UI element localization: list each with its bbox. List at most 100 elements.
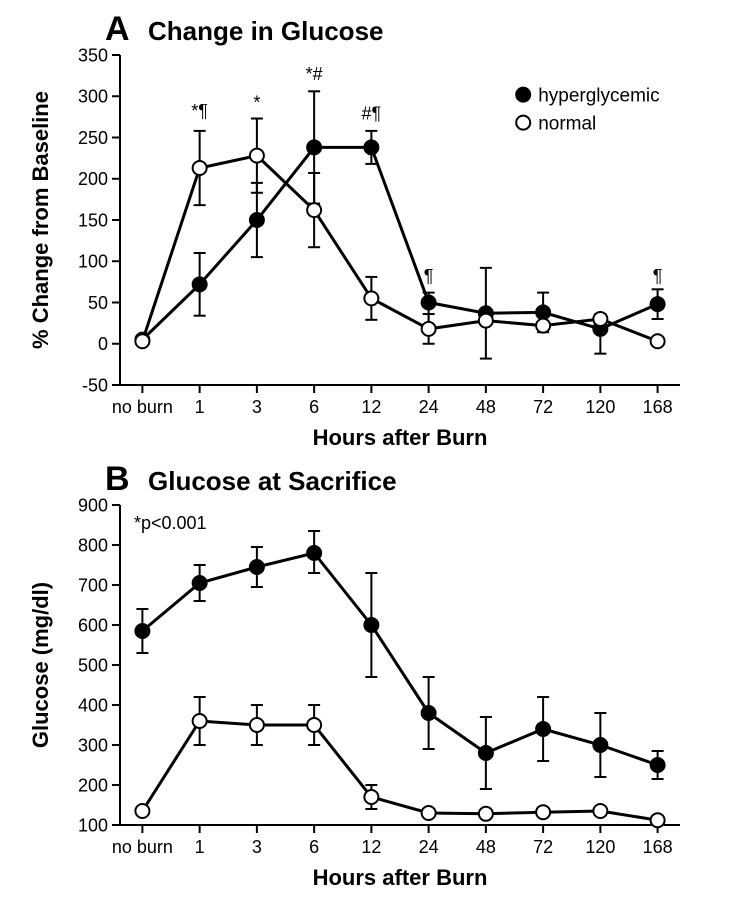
- panel-a-ytick-label: 350: [78, 45, 108, 65]
- panel-b-ytick-label: 700: [78, 575, 108, 595]
- panel-a-annotation: ¶: [424, 266, 434, 286]
- panel-a-xtick-label: 48: [476, 397, 496, 417]
- panel-a-legend-label-hyperglycemic: hyperglycemic: [538, 85, 659, 106]
- panel-b-ylabel: Glucose (mg/dl): [28, 582, 53, 748]
- panel-b-marker-normal: [593, 804, 607, 818]
- panel-b-marker-normal: [135, 804, 149, 818]
- panel-a-marker-hyperglycemic: [250, 213, 264, 227]
- panel-b-marker-normal: [364, 790, 378, 804]
- panel-a-marker-hyperglycemic: [193, 277, 207, 291]
- panel-b-marker-normal: [193, 714, 207, 728]
- panel-a-marker-normal: [536, 319, 550, 333]
- panel-a-annotation: *: [253, 93, 260, 113]
- panel-a-xtick-label: 3: [252, 397, 262, 417]
- panel-b-line-normal: [142, 721, 657, 820]
- panel-a-xtick-label: 24: [419, 397, 439, 417]
- panel-a: A Change in Glucose -50 0 50 100 150 200 250 300 3…: [28, 10, 680, 450]
- panel-b-marker-hyperglycemic: [593, 738, 607, 752]
- panel-b-marker-normal: [250, 718, 264, 732]
- panel-b-ytick-label: 200: [78, 775, 108, 795]
- panel-b-xtick-label: 6: [309, 837, 319, 857]
- panel-a-ytick-label: 50: [88, 293, 108, 313]
- panel-b-ytick-label: 800: [78, 535, 108, 555]
- panel-b-marker-normal: [307, 718, 321, 732]
- figure-container: A Change in Glucose -50 0 50 100 150 200 250 300 3…: [0, 0, 742, 897]
- panel-b-marker-hyperglycemic: [479, 746, 493, 760]
- panel-b-xlabel: Hours after Burn: [313, 865, 488, 890]
- panel-b-letter: B: [105, 460, 130, 498]
- panel-a-annotation: *¶: [191, 101, 208, 121]
- panel-a-marker-hyperglycemic: [422, 296, 436, 310]
- panel-a-marker-normal: [593, 312, 607, 326]
- panel-a-xtick-label: no burn: [112, 397, 173, 417]
- panel-a-marker-hyperglycemic: [536, 305, 550, 319]
- panel-a-xtick-label: 168: [643, 397, 673, 417]
- panel-a-marker-normal: [364, 291, 378, 305]
- panel-b-marker-normal: [422, 806, 436, 820]
- panel-b-marker-hyperglycemic: [135, 624, 149, 638]
- panel-b-marker-normal: [536, 805, 550, 819]
- panel-b-ytick-label: 300: [78, 735, 108, 755]
- panel-a-annotation: ¶: [653, 266, 663, 286]
- panel-b-marker-normal: [651, 813, 665, 827]
- panel-a-marker-normal: [250, 149, 264, 163]
- panel-a-ytick-label: 0: [98, 334, 108, 354]
- panel-b-xtick-label: 3: [252, 837, 262, 857]
- panel-a-xtick-label: 6: [309, 397, 319, 417]
- panel-a-ytick-label: 100: [78, 252, 108, 272]
- panel-a-marker-normal: [479, 314, 493, 328]
- panel-a-letter: A: [105, 10, 130, 48]
- panel-a-xtick-label: 1: [195, 397, 205, 417]
- panel-b-marker-hyperglycemic: [536, 722, 550, 736]
- panel-a-marker-normal: [193, 161, 207, 175]
- panel-a-title: Change in Glucose: [148, 16, 384, 46]
- panel-a-legend-label-normal: normal: [538, 113, 596, 134]
- panel-b-pnote: *p<0.001: [134, 513, 207, 533]
- panel-a-marker-normal: [422, 322, 436, 336]
- panel-a-annotation: #¶: [362, 103, 382, 123]
- panel-a-legend-marker-hyperglycemic: [516, 88, 530, 102]
- panel-a-marker-normal: [651, 334, 665, 348]
- panel-b: B Glucose at Sacrifice *p<0.001 100 200 300 40…: [28, 460, 680, 890]
- panel-a-marker-normal: [307, 203, 321, 217]
- panel-b-marker-hyperglycemic: [364, 618, 378, 632]
- panel-b-ytick-label: 600: [78, 615, 108, 635]
- figure-svg: A Change in Glucose -50 0 50 100 150 200 250 300 3…: [0, 0, 742, 897]
- panel-b-marker-hyperglycemic: [307, 546, 321, 560]
- panel-a-ytick-label: -50: [82, 375, 108, 395]
- panel-a-xtick-label: 120: [585, 397, 615, 417]
- panel-b-line-hyperglycemic: [142, 553, 657, 765]
- panel-b-marker-hyperglycemic: [250, 560, 264, 574]
- panel-a-legend-marker-normal: [516, 116, 530, 130]
- panel-a-ytick-label: 250: [78, 128, 108, 148]
- panel-b-xtick-label: 72: [533, 837, 553, 857]
- panel-a-xtick-label: 72: [533, 397, 553, 417]
- panel-b-ytick-label: 900: [78, 495, 108, 515]
- panel-b-xtick-label: 48: [476, 837, 496, 857]
- panel-a-ytick-label: 200: [78, 169, 108, 189]
- panel-a-marker-hyperglycemic: [364, 140, 378, 154]
- panel-b-marker-hyperglycemic: [651, 758, 665, 772]
- panel-a-ytick-label: 300: [78, 87, 108, 107]
- panel-a-ylabel: % Change from Baseline: [28, 91, 53, 349]
- panel-a-marker-hyperglycemic: [651, 297, 665, 311]
- panel-b-xtick-label: 168: [643, 837, 673, 857]
- panel-b-marker-normal: [479, 807, 493, 821]
- panel-a-xtick-label: 12: [361, 397, 381, 417]
- panel-b-title: Glucose at Sacrifice: [148, 466, 397, 496]
- panel-b-ytick-label: 100: [78, 815, 108, 835]
- panel-b-ytick-label: 400: [78, 695, 108, 715]
- panel-a-line-normal: [142, 156, 657, 342]
- panel-a-marker-normal: [135, 334, 149, 348]
- panel-a-line-hyperglycemic: [142, 147, 657, 339]
- panel-a-marker-hyperglycemic: [307, 140, 321, 154]
- panel-b-xtick-label: 24: [419, 837, 439, 857]
- panel-b-xtick-label: no burn: [112, 837, 173, 857]
- panel-b-xtick-label: 1: [195, 837, 205, 857]
- panel-b-ytick-label: 500: [78, 655, 108, 675]
- panel-a-annotation: *#: [306, 64, 323, 84]
- panel-b-xtick-label: 120: [585, 837, 615, 857]
- panel-b-marker-hyperglycemic: [422, 706, 436, 720]
- panel-a-xlabel: Hours after Burn: [313, 425, 488, 450]
- panel-a-ytick-label: 150: [78, 210, 108, 230]
